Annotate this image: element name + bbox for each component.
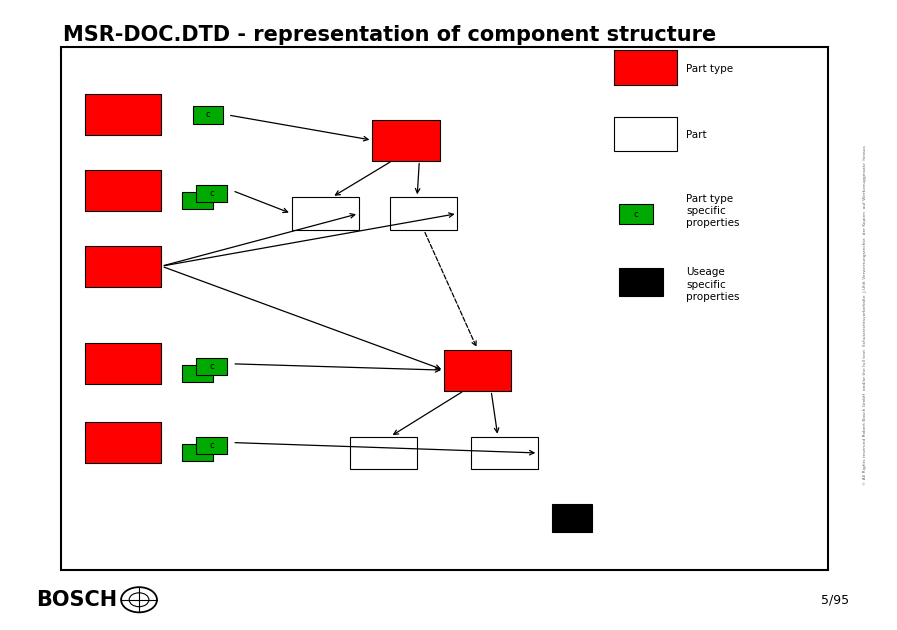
Bar bbox=[196, 437, 227, 454]
Bar bbox=[61, 47, 828, 570]
Text: c: c bbox=[209, 188, 213, 198]
Text: c: c bbox=[205, 110, 211, 120]
Text: © All Rights reserved Robert Bosch GmbH  and/or the full text  Schutzrechtsvorbe: © All Rights reserved Robert Bosch GmbH … bbox=[863, 145, 867, 485]
Bar bbox=[471, 437, 538, 469]
Text: BOSCH: BOSCH bbox=[36, 590, 117, 610]
Bar bbox=[182, 192, 213, 209]
Bar bbox=[372, 120, 440, 161]
Bar bbox=[444, 350, 511, 391]
Bar bbox=[85, 422, 161, 463]
Bar bbox=[193, 106, 223, 123]
Bar bbox=[85, 170, 161, 211]
Bar bbox=[182, 365, 213, 382]
Bar bbox=[390, 197, 457, 230]
Text: Part: Part bbox=[686, 130, 707, 140]
Text: c: c bbox=[209, 440, 213, 450]
Bar bbox=[182, 444, 213, 461]
Text: 5/95: 5/95 bbox=[821, 593, 849, 606]
Text: Part type: Part type bbox=[686, 64, 734, 74]
Bar bbox=[85, 246, 161, 287]
Text: c: c bbox=[209, 362, 213, 371]
Bar bbox=[85, 94, 161, 135]
Bar bbox=[552, 504, 592, 532]
Bar bbox=[614, 50, 677, 85]
Bar bbox=[292, 197, 359, 230]
Text: c: c bbox=[633, 210, 639, 219]
Bar bbox=[614, 117, 677, 151]
Bar bbox=[619, 268, 663, 296]
Text: MSR-DOC.DTD - representation of component structure: MSR-DOC.DTD - representation of componen… bbox=[63, 25, 716, 45]
Bar bbox=[85, 343, 161, 384]
Bar bbox=[619, 205, 653, 224]
Bar bbox=[196, 185, 227, 202]
Bar bbox=[350, 437, 417, 469]
Bar bbox=[196, 358, 227, 375]
Text: Part type
specific
properties: Part type specific properties bbox=[686, 193, 740, 229]
Text: Useage
specific
properties: Useage specific properties bbox=[686, 267, 740, 302]
